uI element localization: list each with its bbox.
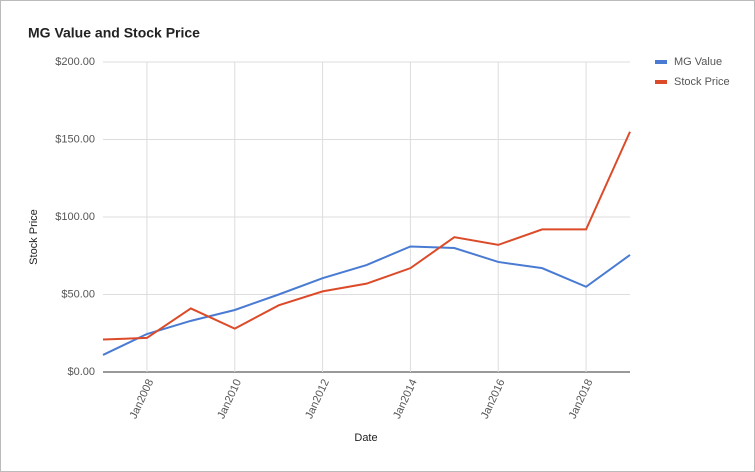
y-tick-label: $0.00 (67, 366, 95, 378)
series-line (102, 131, 631, 341)
chart-title: MG Value and Stock Price (28, 25, 200, 41)
y-tick-label: $150.00 (55, 133, 95, 145)
series-line (102, 245, 631, 356)
legend-label: Stock Price (674, 76, 730, 88)
x-axis-title: Date (354, 432, 377, 444)
y-tick-label: $50.00 (61, 288, 95, 300)
y-tick-label: $100.00 (55, 211, 95, 223)
y-tick-label: $200.00 (55, 56, 95, 68)
legend-label: MG Value (674, 56, 722, 68)
y-axis-title: Stock Price (28, 209, 40, 265)
